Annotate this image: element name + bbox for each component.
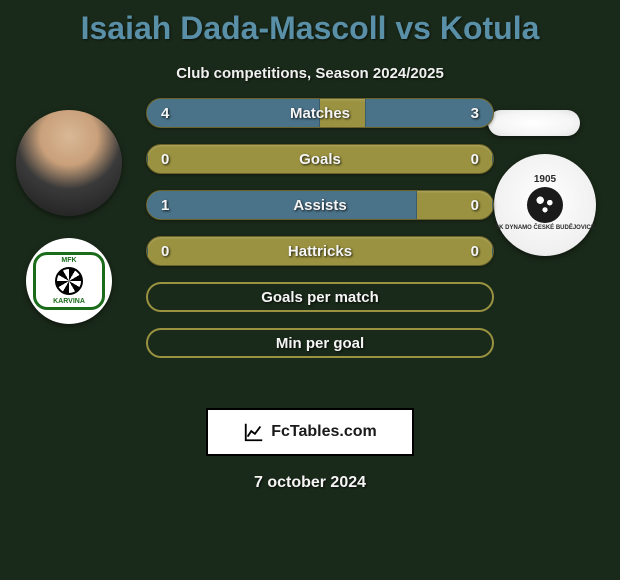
stat-row: 10Assists: [146, 190, 494, 220]
chart-icon: [243, 421, 265, 443]
stat-label: Matches: [147, 99, 493, 127]
club-left-abbrev-bot: KARVINA: [53, 298, 85, 305]
player-left-avatar: [16, 110, 122, 216]
source-label: FcTables.com: [271, 423, 377, 441]
club-right-logo: 1905 SK DYNAMO ČESKÉ BUDĚJOVICE: [494, 154, 596, 256]
page-title: Isaiah Dada-Mascoll vs Kotula: [10, 10, 610, 47]
main-area: MFK KARVINA 1905 SK DYNAMO ČESKÉ BUDĚJOV…: [10, 110, 610, 390]
stat-row: 00Hattricks: [146, 236, 494, 266]
football-icon: [55, 267, 83, 295]
date: 7 october 2024: [10, 474, 610, 492]
stat-label: Goals per match: [148, 284, 492, 310]
stat-label: Goals: [147, 145, 493, 173]
source-badge: FcTables.com: [206, 408, 414, 456]
comparison-card: Isaiah Dada-Mascoll vs Kotula Club compe…: [0, 0, 620, 580]
football-icon: [527, 187, 563, 223]
subtitle: Club competitions, Season 2024/2025: [10, 65, 610, 82]
player-right-avatar: [488, 110, 580, 136]
club-right-text: SK DYNAMO ČESKÉ BUDĚJOVICE: [495, 225, 595, 231]
stats-bars: 43Matches 00Goals 10Assists 00Hattricks Goal…: [146, 98, 494, 374]
stat-row: Goals per match: [146, 282, 494, 312]
club-left-logo: MFK KARVINA: [26, 238, 112, 324]
stat-label: Assists: [147, 191, 493, 219]
club-left-abbrev-top: MFK: [61, 257, 76, 264]
stat-label: Hattricks: [147, 237, 493, 265]
stat-row: Min per goal: [146, 328, 494, 358]
stat-row: 43Matches: [146, 98, 494, 128]
stat-label: Min per goal: [148, 330, 492, 356]
club-left-shield: MFK KARVINA: [33, 252, 105, 310]
club-right-year: 1905: [534, 174, 556, 185]
stat-row: 00Goals: [146, 144, 494, 174]
